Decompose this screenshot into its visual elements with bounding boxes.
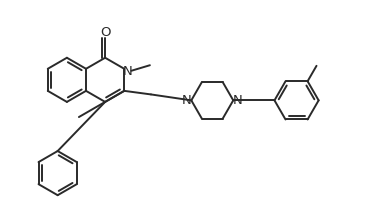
Text: N: N: [233, 94, 243, 107]
Text: O: O: [100, 26, 110, 39]
Text: N: N: [182, 94, 192, 107]
Text: N: N: [123, 65, 132, 78]
